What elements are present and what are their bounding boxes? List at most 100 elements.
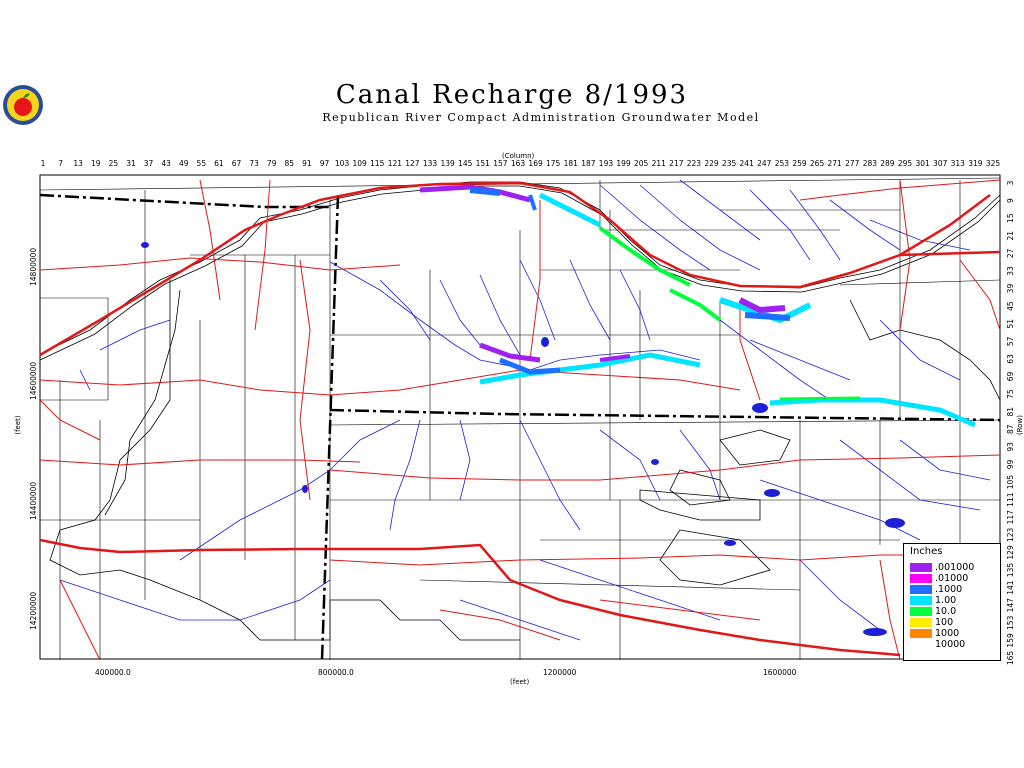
column-tick-label: 283 <box>863 159 878 168</box>
legend-swatch <box>910 596 932 605</box>
row-tick-label: 117 <box>1006 510 1015 525</box>
x-tick-label: 1200000 <box>543 668 577 677</box>
column-tick-label: 217 <box>669 159 684 168</box>
column-tick-label: 7 <box>58 159 63 168</box>
column-tick-label: 103 <box>335 159 350 168</box>
column-tick-label: 157 <box>493 159 508 168</box>
legend-swatch <box>910 585 932 594</box>
column-tick-label: 109 <box>353 159 368 168</box>
y-tick-label: 14400000 <box>29 482 38 520</box>
map-title: Canal Recharge 8/1993 <box>335 80 689 110</box>
column-tick-label: 145 <box>458 159 473 168</box>
x-tick-label: 800000.0 <box>318 668 354 677</box>
row-tick-label: 33 <box>1006 266 1015 276</box>
column-tick-label: 115 <box>370 159 385 168</box>
column-tick-label: 19 <box>91 159 101 168</box>
row-axis-ticks: 3915212733394551576369758187939910511111… <box>1006 180 1015 665</box>
legend-swatch <box>910 563 932 572</box>
column-tick-label: 175 <box>546 159 561 168</box>
legend-item: .1000 <box>910 584 962 595</box>
legend-swatch <box>910 618 932 627</box>
column-tick-label: 301 <box>915 159 930 168</box>
legend: Inches .001000 .01000 .1000 1.00 10.0 10… <box>903 543 1001 661</box>
legend-title: Inches <box>910 546 943 557</box>
row-tick-label: 15 <box>1006 213 1015 223</box>
column-tick-label: 289 <box>880 159 895 168</box>
column-tick-label: 169 <box>528 159 543 168</box>
row-tick-label: 99 <box>1006 459 1015 469</box>
column-tick-label: 85 <box>285 159 295 168</box>
row-tick-label: 123 <box>1006 527 1015 542</box>
column-tick-label: 241 <box>740 159 755 168</box>
column-tick-label: 211 <box>652 159 667 168</box>
canal-recharge-cells <box>419 184 976 428</box>
row-tick-label: 9 <box>1006 198 1015 203</box>
column-tick-label: 277 <box>845 159 860 168</box>
legend-item: .01000 <box>910 573 969 584</box>
column-tick-label: 139 <box>440 159 455 168</box>
legend-item: 10.0 <box>910 606 957 617</box>
column-tick-label: 199 <box>616 159 631 168</box>
legend-swatch <box>910 640 932 649</box>
map-subtitle: Republican River Compact Administration … <box>322 111 760 124</box>
column-tick-label: 235 <box>722 159 737 168</box>
legend-swatch <box>910 574 932 583</box>
row-tick-label: 69 <box>1006 372 1015 382</box>
column-tick-label: 37 <box>144 159 154 168</box>
row-tick-label: 87 <box>1006 424 1015 434</box>
column-tick-label: 259 <box>792 159 807 168</box>
row-tick-label: 111 <box>1006 492 1015 507</box>
row-tick-label: 135 <box>1006 563 1015 578</box>
column-tick-label: 13 <box>73 159 83 168</box>
reservoirs <box>141 242 905 636</box>
column-tick-label: 49 <box>179 159 189 168</box>
column-tick-label: 247 <box>757 159 772 168</box>
row-tick-label: 3 <box>1006 180 1015 185</box>
legend-item: 10000 <box>910 639 965 650</box>
legend-swatch <box>910 629 932 638</box>
column-tick-label: 151 <box>476 159 491 168</box>
legend-item: 100 <box>910 617 953 628</box>
row-tick-label: 57 <box>1006 336 1015 346</box>
column-tick-label: 205 <box>634 159 649 168</box>
column-axis-ticks: 1 7 13 19 25 31 37 43 49 55 61 67 73 79 85 91 97 103 109 11… <box>41 159 1001 168</box>
legend-swatch <box>910 607 932 616</box>
streams <box>59 179 991 641</box>
column-tick-label: 55 <box>197 159 207 168</box>
row-tick-label: 45 <box>1006 301 1015 311</box>
y-axis-label: (feet) <box>14 415 22 435</box>
column-tick-label: 97 <box>320 159 330 168</box>
column-tick-label: 91 <box>302 159 312 168</box>
column-tick-label: 127 <box>405 159 420 168</box>
row-tick-label: 75 <box>1006 389 1015 399</box>
column-tick-label: 271 <box>828 159 843 168</box>
column-tick-label: 229 <box>704 159 719 168</box>
row-tick-label: 51 <box>1006 319 1015 329</box>
row-tick-label: 21 <box>1006 231 1015 241</box>
row-tick-label: 141 <box>1006 580 1015 595</box>
column-tick-label: 31 <box>126 159 136 168</box>
legend-item: 1000 <box>910 628 960 639</box>
column-tick-label: 253 <box>775 159 790 168</box>
column-tick-label: 67 <box>232 159 242 168</box>
column-tick-label: 181 <box>564 159 579 168</box>
row-tick-label: 93 <box>1006 442 1015 452</box>
column-tick-label: 295 <box>898 159 913 168</box>
column-tick-label: 193 <box>599 159 614 168</box>
column-tick-label: 187 <box>581 159 596 168</box>
column-axis-label: (Column) <box>502 152 535 160</box>
column-tick-label: 265 <box>810 159 825 168</box>
y-tick-label: 14200000 <box>29 592 38 630</box>
legend-label: 10.0 <box>935 606 957 617</box>
row-tick-label: 39 <box>1006 284 1015 294</box>
column-tick-label: 223 <box>687 159 702 168</box>
column-tick-label: 73 <box>249 159 259 168</box>
column-tick-label: 325 <box>986 159 1001 168</box>
column-tick-label: 121 <box>388 159 403 168</box>
row-tick-label: 81 <box>1006 407 1015 417</box>
legend-label: .01000 <box>935 573 969 584</box>
row-tick-label: 147 <box>1006 598 1015 613</box>
legend-label: 1000 <box>935 628 960 639</box>
roads <box>39 179 1001 661</box>
